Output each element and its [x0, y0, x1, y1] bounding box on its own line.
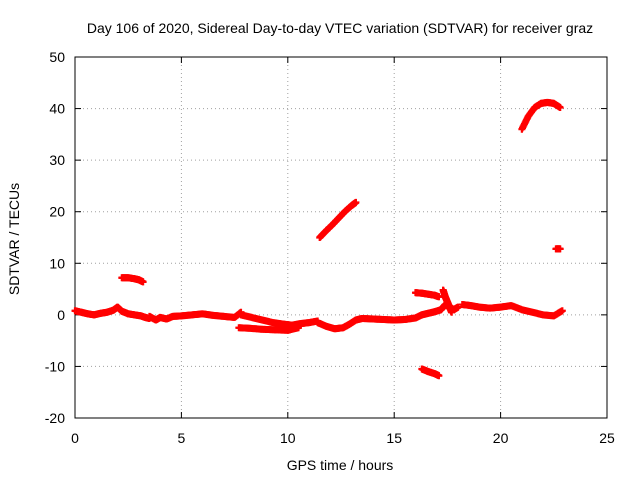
series-arc-11h	[316, 198, 360, 241]
data-point	[139, 278, 147, 286]
series-arc-2h	[118, 274, 147, 286]
series-arc-16h-low	[418, 365, 443, 380]
data-point	[294, 324, 302, 332]
series-arc-main-5	[418, 301, 462, 319]
x-tick-label: 5	[178, 430, 186, 446]
y-tick-label: 40	[49, 101, 65, 117]
series-arc-16h-high	[411, 289, 443, 301]
x-tick-label: 20	[493, 430, 509, 446]
series-arc-21h	[518, 98, 564, 133]
series-arc-main-4	[314, 311, 426, 333]
data-point	[558, 307, 566, 315]
y-tick-label: 10	[49, 255, 65, 271]
series-arc-main-1	[145, 308, 245, 324]
x-axis-label: GPS time / hours	[287, 457, 394, 473]
y-tick-label: -10	[45, 358, 65, 374]
data-point	[448, 308, 456, 316]
series-arc-main-2	[237, 311, 322, 329]
x-tick-label: 25	[599, 430, 615, 446]
y-tick-label: 50	[49, 49, 65, 65]
data-points	[71, 98, 566, 380]
axis-ticks: 0 5 10 15 20 25 -20 -10 0 10 20 30 40 50	[45, 49, 615, 446]
data-point	[556, 245, 564, 253]
data-point	[435, 293, 443, 301]
series-arc-17h	[439, 286, 456, 316]
y-tick-label: -20	[45, 410, 65, 426]
series-arc-22h	[552, 245, 564, 253]
data-point	[435, 372, 443, 380]
y-tick-label: 0	[57, 307, 65, 323]
y-tick-label: 20	[49, 204, 65, 220]
x-tick-label: 0	[71, 430, 79, 446]
plot-frame	[74, 56, 608, 419]
series-arc-main-3	[235, 324, 302, 334]
y-axis-label: SDTVAR / TECUs	[6, 183, 22, 295]
data-point	[454, 303, 462, 311]
x-tick-label: 15	[386, 430, 402, 446]
y-tick-label: 30	[49, 152, 65, 168]
grid	[75, 57, 607, 418]
chart-title: Day 106 of 2020, Sidereal Day-to-day VTE…	[87, 20, 593, 36]
series-arc-main-6	[458, 301, 566, 320]
data-point	[352, 198, 360, 206]
data-point	[556, 104, 564, 112]
series-arc-main-0	[71, 303, 153, 322]
x-tick-label: 10	[280, 430, 296, 446]
